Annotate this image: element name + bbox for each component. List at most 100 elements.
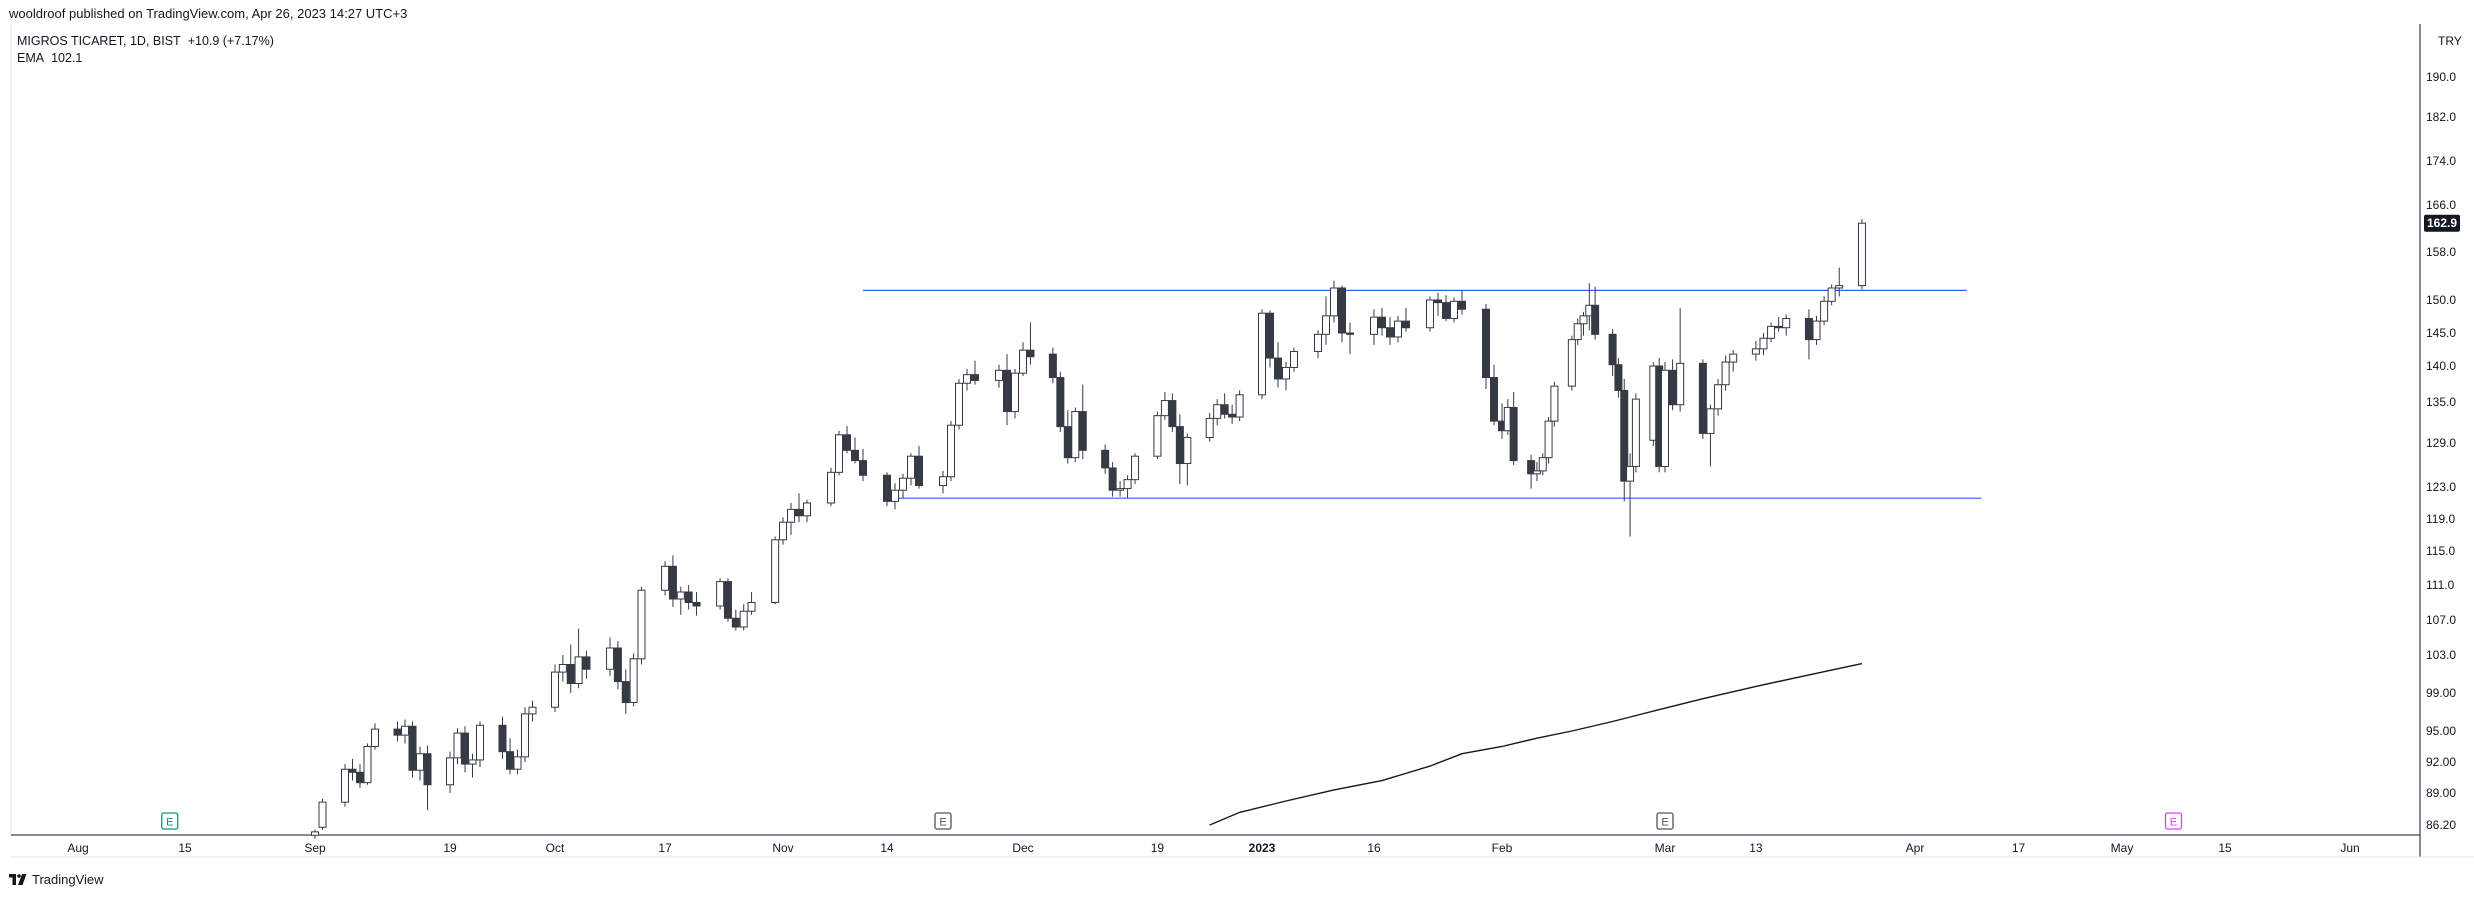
candle-body-up	[1131, 455, 1140, 481]
symbol-title[interactable]: MIGROS TICARET, 1D, BIST	[17, 34, 181, 48]
candle	[731, 609, 740, 631]
candle	[1782, 314, 1791, 336]
candle-body-up	[453, 732, 462, 759]
candle	[1820, 296, 1829, 326]
candle	[401, 719, 409, 744]
candle	[955, 378, 963, 430]
candle	[637, 586, 646, 665]
candle-body-up	[1290, 350, 1298, 368]
candle-body-down	[1346, 332, 1354, 335]
candle-body-up	[558, 664, 567, 673]
candle-body-up	[1071, 411, 1080, 459]
candle-body-down	[1490, 377, 1498, 422]
candle	[1330, 280, 1338, 323]
candle-body-down	[1458, 300, 1466, 310]
candle	[1759, 333, 1768, 356]
candle	[939, 470, 947, 494]
candle-body-up	[891, 489, 899, 502]
candle	[1538, 453, 1547, 476]
candle	[1322, 296, 1330, 345]
candle-body-up	[661, 565, 670, 591]
candle	[1175, 414, 1184, 485]
earnings-label: E	[2170, 817, 2177, 829]
candle	[1751, 340, 1760, 361]
earnings-label: E	[939, 817, 946, 829]
candle	[1579, 311, 1588, 336]
candle-body-up	[606, 647, 615, 670]
candle-body-down	[851, 449, 859, 462]
time-tick-label: Nov	[772, 841, 793, 855]
candle	[1661, 362, 1669, 473]
candle-body-down	[1266, 312, 1274, 359]
candle	[1019, 342, 1027, 377]
candle	[1153, 411, 1162, 460]
candle-body-up	[963, 374, 971, 384]
price-tick-label: 107.0	[2426, 613, 2456, 627]
candle-body-down	[423, 753, 432, 786]
time-tick-label: 16	[1367, 841, 1381, 855]
time-axis[interactable]: Aug 15 Sep 19 Oct 17 Nov 14 Dec 19 2023 16 Feb Mar 13 A…	[67, 841, 2359, 855]
candle	[995, 364, 1003, 388]
price-axis[interactable]: 190.0 182.0 174.0 166.0 158.0 150.0 145.0 140.0…	[2426, 70, 2456, 832]
price-tick-label: 95.00	[2426, 724, 2456, 738]
candle-body-up	[1330, 287, 1338, 317]
candle-body-down	[1509, 406, 1518, 462]
candle	[606, 637, 615, 676]
candle-body-down	[1063, 426, 1072, 459]
candle	[723, 578, 732, 622]
candle-body-up	[1857, 222, 1866, 287]
candle-body-up	[311, 831, 319, 836]
candle	[891, 483, 899, 510]
candle	[551, 664, 559, 712]
last-price-marker: 162.9	[2424, 214, 2460, 232]
candles-layer	[311, 219, 1866, 839]
candle-body-down	[1527, 460, 1536, 475]
candle	[1258, 309, 1266, 400]
candle-body-down	[1591, 304, 1600, 335]
candle-body-down	[915, 455, 923, 487]
footer-brand[interactable]: TradingView	[32, 872, 104, 887]
last-price-label: 162.9	[2427, 216, 2457, 230]
candle	[1282, 362, 1290, 391]
earnings-label: E	[166, 817, 173, 829]
candle-body-down	[1056, 377, 1065, 428]
candle	[1857, 219, 1866, 290]
ema-legend[interactable]: EMA 102.1	[17, 51, 89, 65]
candle	[668, 555, 677, 607]
tradingview-logo-icon	[9, 874, 27, 885]
candle	[1458, 290, 1466, 315]
candle-body-up	[803, 502, 811, 517]
candle	[661, 561, 670, 596]
candle-body-up	[521, 713, 529, 758]
candle	[1774, 317, 1783, 332]
price-tick-label: 129.0	[2426, 436, 2456, 450]
candle-body-up	[1450, 300, 1458, 319]
candle-body-up	[574, 656, 583, 685]
candle-body-up	[1714, 384, 1723, 410]
candle-body-down	[1048, 353, 1057, 379]
price-tick-label: 166.0	[2426, 198, 2456, 212]
candle-body-down	[566, 664, 575, 684]
candle-body-up	[1827, 287, 1836, 302]
candle-body-down	[1774, 325, 1783, 329]
candle	[574, 628, 583, 689]
time-tick-label: 14	[880, 841, 894, 855]
time-tick-label: 13	[1749, 841, 1763, 855]
footer: TradingView	[9, 872, 104, 887]
candle	[1220, 393, 1229, 419]
candle-body-down	[731, 617, 740, 628]
candle	[1591, 286, 1600, 340]
candle	[1532, 462, 1541, 482]
candle-body-up	[1011, 372, 1019, 413]
candle-body-down	[1220, 404, 1229, 415]
candle	[1544, 417, 1553, 464]
candle-body-up	[947, 424, 955, 478]
candle	[1116, 481, 1125, 497]
candle	[1078, 384, 1087, 460]
candle-body-up	[835, 434, 843, 473]
time-tick-label: 19	[1151, 841, 1165, 855]
candle-body-up	[771, 539, 780, 603]
candle	[1063, 410, 1072, 464]
candle	[947, 421, 955, 482]
